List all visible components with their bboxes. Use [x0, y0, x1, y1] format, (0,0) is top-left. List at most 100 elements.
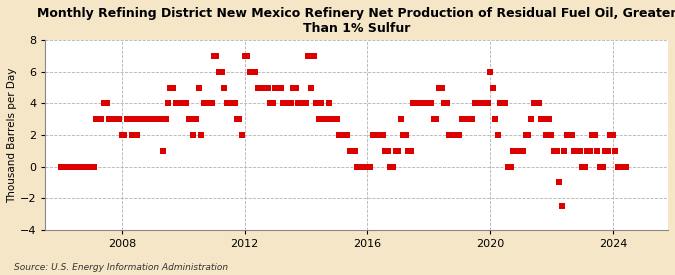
Point [576, 164, 587, 169]
Point [196, 133, 207, 137]
Point [421, 101, 432, 106]
Point [216, 70, 227, 74]
Point [490, 117, 501, 122]
Point [406, 148, 416, 153]
Point [117, 133, 128, 137]
Point [84, 164, 95, 169]
Point [375, 133, 385, 137]
Point [452, 133, 462, 137]
Point [114, 117, 125, 122]
Point [265, 101, 275, 106]
Point [308, 54, 319, 58]
Point [556, 204, 567, 208]
Point [180, 101, 191, 106]
Point [99, 101, 109, 106]
Point [296, 101, 306, 106]
Point [244, 70, 255, 74]
Point [600, 148, 611, 153]
Point [582, 148, 593, 153]
Point [620, 164, 631, 169]
Point [574, 148, 585, 153]
Point [104, 117, 115, 122]
Point [140, 117, 151, 122]
Point [390, 148, 401, 153]
Point [467, 117, 478, 122]
Point [153, 117, 163, 122]
Point [229, 101, 240, 106]
Point [326, 117, 337, 122]
Point [221, 101, 232, 106]
Point [500, 101, 511, 106]
Point [342, 133, 352, 137]
Point [543, 117, 554, 122]
Point [482, 101, 493, 106]
Point [516, 148, 526, 153]
Point [439, 101, 450, 106]
Point [592, 148, 603, 153]
Point [529, 101, 539, 106]
Point [73, 164, 84, 169]
Point [433, 86, 444, 90]
Point [408, 101, 418, 106]
Point [367, 133, 378, 137]
Point [610, 148, 621, 153]
Point [531, 101, 541, 106]
Point [157, 148, 168, 153]
Point [562, 133, 572, 137]
Point [263, 86, 273, 90]
Point [183, 117, 194, 122]
Point [426, 101, 437, 106]
Point [254, 86, 265, 90]
Point [539, 117, 549, 122]
Point [168, 86, 179, 90]
Point [147, 117, 158, 122]
Point [449, 133, 460, 137]
Point [566, 133, 577, 137]
Point [57, 164, 68, 169]
Point [559, 148, 570, 153]
Point [260, 86, 271, 90]
Point [385, 164, 396, 169]
Point [107, 117, 117, 122]
Point [76, 164, 86, 169]
Point [418, 101, 429, 106]
Point [176, 101, 186, 106]
Point [377, 133, 388, 137]
Point [132, 133, 142, 137]
Point [239, 54, 250, 58]
Point [203, 101, 214, 106]
Point [429, 117, 439, 122]
Point [68, 164, 79, 169]
Point [585, 148, 595, 153]
Point [303, 54, 314, 58]
Point [288, 86, 298, 90]
Point [206, 101, 217, 106]
Point [111, 117, 122, 122]
Point [533, 101, 544, 106]
Point [267, 101, 278, 106]
Point [502, 164, 513, 169]
Point [492, 133, 503, 137]
Point [257, 86, 268, 90]
Point [349, 148, 360, 153]
Point [306, 86, 317, 90]
Point [595, 164, 605, 169]
Point [80, 164, 91, 169]
Point [495, 101, 506, 106]
Point [587, 133, 597, 137]
Point [462, 117, 472, 122]
Point [337, 133, 348, 137]
Point [441, 101, 452, 106]
Point [352, 164, 362, 169]
Point [554, 180, 564, 185]
Point [109, 117, 119, 122]
Point [188, 133, 199, 137]
Point [362, 164, 373, 169]
Point [510, 148, 521, 153]
Point [277, 101, 288, 106]
Point [477, 101, 488, 106]
Point [479, 101, 490, 106]
Point [329, 117, 340, 122]
Point [395, 117, 406, 122]
Title: Monthly Refining District New Mexico Refinery Net Production of Residual Fuel Oi: Monthly Refining District New Mexico Ref… [37, 7, 675, 35]
